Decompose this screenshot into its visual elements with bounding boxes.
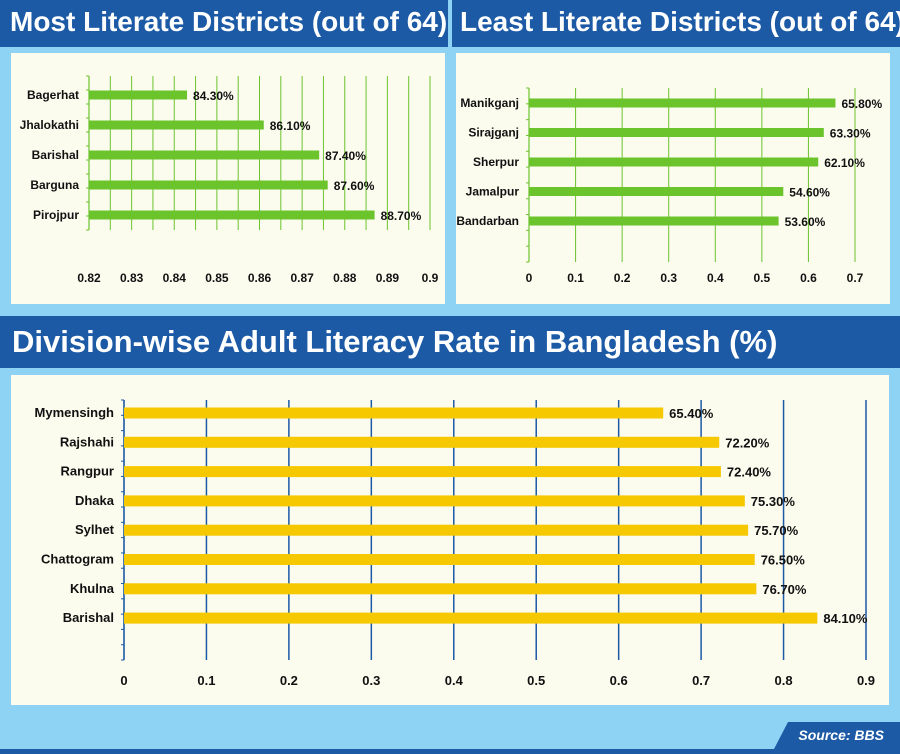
division-data-label: 76.70% — [762, 582, 807, 597]
least-category-label: Bandarban — [456, 214, 519, 228]
least-data-label: 54.60% — [789, 186, 830, 200]
chart-title-least: Least Literate Districts (out of 64) — [460, 6, 900, 37]
division-x-tick-label: 0.1 — [197, 673, 215, 688]
division-bar-sylhet — [124, 524, 749, 536]
most-x-tick-label: 0.85 — [205, 271, 229, 285]
least-bar-sherpur — [529, 157, 819, 167]
division-category-label: Rangpur — [61, 464, 114, 479]
most-bar-bagerhat — [89, 90, 188, 100]
division-category-label: Barishal — [63, 610, 114, 625]
division-data-label: 76.50% — [761, 553, 806, 568]
most-data-label: 86.10% — [270, 119, 311, 133]
division-data-label: 75.70% — [754, 523, 799, 538]
chart-title-most: Most Literate Districts (out of 64) — [10, 6, 448, 37]
most-category-label: Bagerhat — [27, 88, 79, 102]
title-band-most — [0, 0, 448, 47]
least-x-tick-label: 0.2 — [614, 271, 631, 285]
most-bar-jhalokathi — [89, 120, 264, 130]
most-category-label: Pirojpur — [33, 208, 79, 222]
division-data-label: 84.10% — [823, 611, 868, 626]
division-bar-rajshahi — [124, 436, 720, 448]
least-data-label: 62.10% — [824, 156, 865, 170]
most-x-tick-label: 0.84 — [163, 271, 187, 285]
division-x-tick-label: 0 — [120, 673, 127, 688]
division-x-tick-label: 0.6 — [610, 673, 628, 688]
least-x-tick-label: 0.1 — [567, 271, 584, 285]
panel-most — [11, 53, 445, 304]
most-bar-barishal — [89, 150, 320, 160]
division-category-label: Mymensingh — [35, 405, 115, 420]
least-data-label: 63.30% — [830, 127, 871, 141]
least-x-tick-label: 0.6 — [800, 271, 817, 285]
least-x-tick-label: 0.3 — [660, 271, 677, 285]
most-x-tick-label: 0.89 — [376, 271, 400, 285]
most-data-label: 84.30% — [193, 89, 234, 103]
least-x-tick-label: 0 — [526, 271, 533, 285]
source-label: Source: BBS — [798, 727, 884, 743]
least-bar-manikganj — [529, 98, 836, 108]
most-data-label: 87.60% — [334, 179, 375, 193]
panel-division — [11, 375, 889, 705]
least-data-label: 65.80% — [841, 97, 882, 111]
title-band-division — [0, 316, 900, 368]
most-category-label: Jhalokathi — [20, 118, 79, 132]
most-x-tick-label: 0.9 — [422, 271, 439, 285]
least-data-label: 53.60% — [785, 215, 826, 229]
division-x-tick-label: 0.5 — [527, 673, 545, 688]
least-category-label: Sherpur — [473, 155, 519, 169]
division-data-label: 75.30% — [751, 494, 796, 509]
most-category-label: Barguna — [30, 178, 79, 192]
chart-title-division: Division-wise Adult Literacy Rate in Ban… — [12, 324, 778, 359]
division-x-tick-label: 0.8 — [775, 673, 793, 688]
division-category-label: Dhaka — [75, 493, 115, 508]
division-x-tick-label: 0.2 — [280, 673, 298, 688]
division-bar-barishal — [124, 612, 818, 624]
division-bar-chattogram — [124, 554, 755, 565]
most-x-tick-label: 0.83 — [120, 271, 144, 285]
least-x-tick-label: 0.7 — [847, 271, 864, 285]
division-data-label: 72.40% — [727, 465, 772, 480]
footer-band — [0, 749, 900, 754]
least-bar-jamalpur — [529, 187, 784, 196]
division-bar-khulna — [124, 583, 757, 595]
least-category-label: Manikganj — [460, 96, 519, 110]
most-bar-pirojpur — [89, 210, 375, 220]
least-category-label: Sirajganj — [468, 126, 519, 140]
division-bar-mymensingh — [124, 407, 664, 419]
title-band-least — [452, 0, 900, 47]
division-data-label: 65.40% — [669, 406, 714, 421]
division-category-label: Rajshahi — [60, 434, 114, 449]
most-data-label: 88.70% — [381, 209, 422, 223]
division-x-tick-label: 0.3 — [362, 673, 380, 688]
division-bar-dhaka — [124, 495, 745, 507]
division-category-label: Sylhet — [75, 522, 115, 537]
division-data-label: 72.20% — [725, 435, 770, 450]
most-x-tick-label: 0.87 — [290, 271, 314, 285]
least-x-tick-label: 0.5 — [754, 271, 771, 285]
most-category-label: Barishal — [32, 148, 79, 162]
most-x-tick-label: 0.82 — [77, 271, 101, 285]
source-badge — [774, 722, 900, 749]
least-bar-bandarban — [529, 216, 779, 226]
most-x-tick-label: 0.86 — [248, 271, 272, 285]
most-bar-barguna — [89, 180, 328, 190]
most-x-tick-label: 0.88 — [333, 271, 357, 285]
division-x-tick-label: 0.4 — [445, 673, 464, 688]
division-bar-rangpur — [124, 466, 721, 478]
least-category-label: Jamalpur — [466, 185, 520, 199]
division-x-tick-label: 0.9 — [857, 673, 875, 688]
division-category-label: Khulna — [70, 581, 115, 596]
division-category-label: Chattogram — [41, 552, 114, 567]
least-x-tick-label: 0.4 — [707, 271, 724, 285]
least-bar-sirajganj — [529, 128, 824, 137]
division-x-tick-label: 0.7 — [692, 673, 710, 688]
most-data-label: 87.40% — [325, 149, 366, 163]
